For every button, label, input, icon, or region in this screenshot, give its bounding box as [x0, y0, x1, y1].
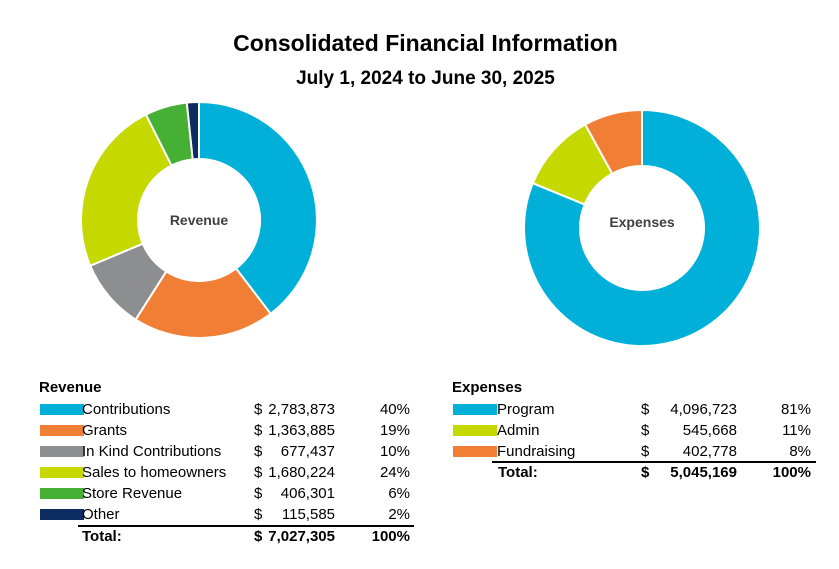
- revenue-total-rule: [78, 525, 414, 527]
- row-pct: 19%: [379, 422, 410, 439]
- row-amount: 115,585: [281, 506, 335, 523]
- row-dollar: $: [254, 401, 263, 418]
- row-dollar: $: [641, 422, 650, 439]
- row-label: Contributions: [82, 401, 171, 418]
- expenses-center-label: Expenses: [609, 214, 675, 230]
- legend-swatch: [40, 467, 84, 478]
- row-pct: 11%: [782, 422, 811, 439]
- legend-swatch: [453, 404, 497, 415]
- row-dollar: $: [254, 485, 263, 502]
- expenses-total-row: Total: $ 5,045,169 100%: [0, 462, 839, 483]
- total-dollar: $: [254, 528, 263, 545]
- total-amount: 7,027,305: [268, 528, 335, 545]
- donut-slice-program: [523, 108, 761, 347]
- row-dollar: $: [641, 443, 650, 460]
- row-label: Sales to homeowners: [82, 464, 227, 481]
- legend-row: Contributions $ 2,783,873 40%: [0, 399, 839, 420]
- row-pct: 2%: [388, 506, 410, 523]
- revenue-center-label: Revenue: [170, 212, 229, 228]
- legend-swatch: [40, 488, 84, 499]
- legend-row: Grants $ 1,363,885 19%: [0, 420, 839, 441]
- row-pct: 8%: [789, 443, 811, 460]
- row-label: Grants: [82, 422, 128, 439]
- legend-row: In Kind Contributions $ 677,437 10%: [0, 441, 839, 462]
- donut-slice-other: [185, 100, 200, 161]
- expenses-table-header: Expenses: [452, 379, 523, 396]
- row-dollar: $: [641, 401, 650, 418]
- donut-slice-fundraising: [583, 108, 643, 175]
- expenses-donut: [523, 108, 761, 347]
- total-dollar: $: [641, 464, 650, 481]
- row-pct: 24%: [379, 464, 410, 481]
- legend-row: Fundraising $ 402,778 8%: [0, 441, 839, 462]
- expenses-total-rule: [492, 461, 816, 463]
- total-amount: 5,045,169: [670, 464, 737, 481]
- total-pct: 100%: [371, 528, 410, 545]
- revenue-table-header: Revenue: [39, 379, 102, 396]
- row-label: Fundraising: [497, 443, 576, 460]
- row-amount: 406,301: [280, 485, 335, 502]
- legend-swatch: [453, 425, 497, 436]
- row-label: Program: [497, 401, 555, 418]
- revenue-donut: [80, 100, 318, 339]
- legend-swatch: [40, 425, 84, 436]
- row-amount: 402,778: [682, 443, 737, 460]
- legend-swatch: [40, 446, 84, 457]
- legend-swatch: [40, 404, 84, 415]
- legend-row: Sales to homeowners $ 1,680,224 24%: [0, 462, 839, 483]
- row-dollar: $: [254, 464, 263, 481]
- report-subtitle: July 1, 2024 to June 30, 2025: [296, 68, 555, 89]
- donut-slice-contributions: [198, 100, 318, 316]
- row-dollar: $: [254, 506, 263, 523]
- legend-row: Program $ 4,096,723 81%: [0, 399, 839, 420]
- row-amount: 4,096,723: [670, 401, 737, 418]
- row-pct: 40%: [379, 401, 410, 418]
- row-pct: 10%: [379, 443, 410, 460]
- report-title: Consolidated Financial Information: [233, 30, 618, 56]
- row-pct: 81%: [780, 401, 811, 418]
- legend-row: Other $ 115,585 2%: [0, 504, 839, 525]
- row-amount: 1,680,224: [268, 464, 335, 481]
- row-amount: 1,363,885: [268, 422, 335, 439]
- legend-swatch: [453, 446, 497, 457]
- legend-row: Store Revenue $ 406,301 6%: [0, 483, 839, 504]
- row-label: Admin: [497, 422, 540, 439]
- row-amount: 677,437: [280, 443, 335, 460]
- row-amount: 2,783,873: [268, 401, 335, 418]
- donut-slice-sales-to-homeowners: [80, 113, 173, 268]
- total-pct: 100%: [772, 464, 811, 481]
- revenue-total-row: Total: $ 7,027,305 100%: [0, 526, 839, 547]
- row-pct: 6%: [388, 485, 410, 502]
- legend-row: Admin $ 545,668 11%: [0, 420, 839, 441]
- row-label: In Kind Contributions: [82, 443, 222, 460]
- total-label: Total:: [82, 528, 122, 545]
- row-dollar: $: [254, 422, 263, 439]
- row-amount: 545,668: [682, 422, 737, 439]
- row-dollar: $: [254, 443, 263, 460]
- row-label: Store Revenue: [82, 485, 183, 502]
- total-label: Total:: [498, 464, 538, 481]
- legend-swatch: [40, 509, 84, 520]
- row-label: Other: [82, 506, 120, 523]
